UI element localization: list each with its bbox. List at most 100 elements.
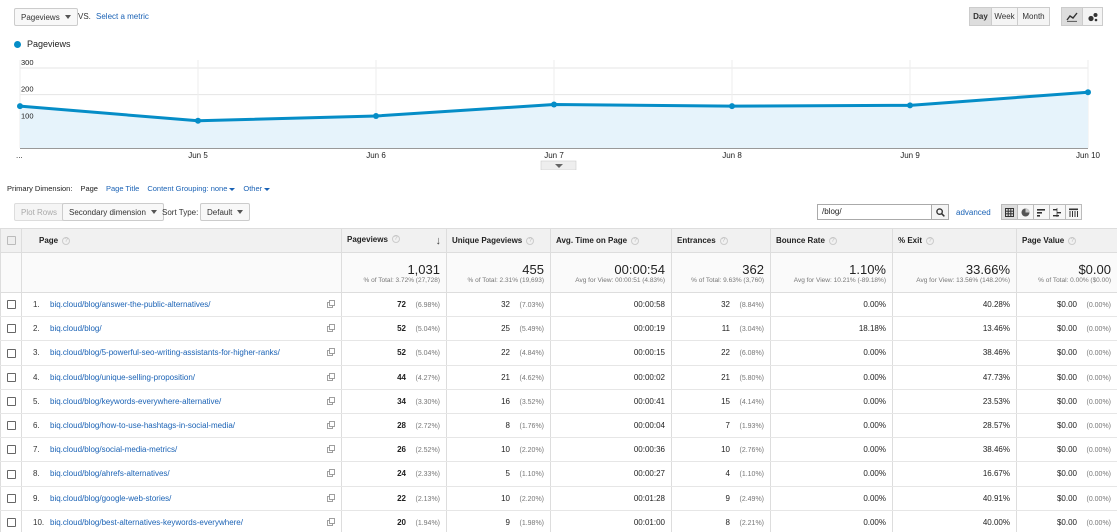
select-all-checkbox[interactable] <box>6 236 16 246</box>
row-checkbox[interactable] <box>6 300 16 310</box>
header-entrances[interactable]: Entrances? <box>671 228 771 253</box>
page-cell: 7. biq.cloud/blog/social-media-metrics/ <box>21 437 342 463</box>
open-external-icon[interactable] <box>327 421 335 429</box>
unique-pageviews-value: 25 <box>501 324 510 334</box>
data-point[interactable] <box>551 101 557 108</box>
chevron-down-icon <box>150 210 157 214</box>
open-external-icon[interactable] <box>327 493 335 502</box>
row-checkbox[interactable] <box>6 324 16 334</box>
unique-pageviews-percent: (1.98%) <box>519 519 544 527</box>
data-point[interactable] <box>1085 89 1091 96</box>
page-url-link[interactable]: biq.cloud/blog/keywords-everywhere-alter… <box>50 396 222 406</box>
dimension-content-grouping[interactable]: Content Grouping: none <box>147 184 236 193</box>
page-url-link[interactable]: biq.cloud/blog/social-media-metrics/ <box>50 445 178 455</box>
open-external-icon[interactable] <box>327 396 335 405</box>
sort-type-select[interactable]: Default <box>200 203 251 221</box>
entrances-cell: 7 (1.93%) <box>671 413 771 439</box>
chart-type-group <box>1061 7 1103 26</box>
page-url-link[interactable]: biq.cloud/blog/ <box>50 324 102 334</box>
page-url-link[interactable]: biq.cloud/blog/how-to-use-hashtags-in-so… <box>50 421 235 431</box>
line-chart-button[interactable] <box>1061 7 1083 26</box>
header-page-value[interactable]: Page Value? <box>1016 228 1117 253</box>
comparison-view-button[interactable] <box>1049 204 1066 220</box>
entrances-cell: 22 (6.08%) <box>671 340 771 366</box>
secondary-dimension-select[interactable]: Secondary dimension <box>62 203 164 221</box>
help-icon[interactable]: ? <box>526 236 535 245</box>
help-icon[interactable]: ? <box>631 236 640 245</box>
entrances-cell: 15 (4.14%) <box>671 389 771 414</box>
row-checkbox-cell <box>0 292 22 318</box>
header-exit[interactable]: % Exit? <box>892 228 1017 253</box>
chart-scroll-handle[interactable] <box>540 160 577 170</box>
entrances-value: 22 <box>721 348 730 358</box>
metric-select[interactable]: Pageviews <box>14 8 78 26</box>
month-button[interactable]: Month <box>1017 7 1050 26</box>
data-point[interactable] <box>195 117 201 124</box>
select-metric-link[interactable]: Select a metric <box>96 12 149 21</box>
open-external-icon[interactable] <box>327 469 335 478</box>
table-view-button[interactable] <box>1001 204 1018 220</box>
search-button[interactable] <box>931 204 949 220</box>
pageviews-cell: 20 (1.94%) <box>341 510 447 532</box>
help-icon[interactable]: ? <box>828 236 837 245</box>
sort-type-value: Default <box>207 207 233 217</box>
table-row: 6. biq.cloud/blog/how-to-use-hashtags-in-… <box>0 413 1117 439</box>
page-url-link[interactable]: biq.cloud/blog/ahrefs-alternatives/ <box>50 469 170 479</box>
data-point[interactable] <box>729 103 735 110</box>
header-pageviews[interactable]: Pageviews? ↓ <box>341 228 447 253</box>
data-point[interactable] <box>373 113 379 119</box>
header-bounce-rate[interactable]: Bounce Rate? <box>770 228 893 253</box>
header-unique-pageviews[interactable]: Unique Pageviews? <box>446 228 551 253</box>
unique-pageviews-percent: (4.62%) <box>519 374 544 382</box>
open-external-icon[interactable] <box>327 348 335 357</box>
dimension-other[interactable]: Other <box>243 184 271 193</box>
page-url-link[interactable]: biq.cloud/blog/unique-selling-propositio… <box>50 372 195 382</box>
data-point[interactable] <box>907 102 913 109</box>
row-checkbox[interactable] <box>6 517 16 527</box>
help-icon[interactable]: ? <box>719 236 728 245</box>
help-icon[interactable]: ? <box>62 236 71 245</box>
advanced-link[interactable]: advanced <box>956 208 991 217</box>
help-icon[interactable]: ? <box>1068 236 1077 245</box>
help-icon[interactable]: ? <box>391 235 400 244</box>
row-checkbox[interactable] <box>6 469 16 479</box>
pie-view-button[interactable] <box>1017 204 1034 220</box>
open-external-icon[interactable] <box>327 300 335 308</box>
open-external-icon[interactable] <box>327 445 335 454</box>
header-avg-time[interactable]: Avg. Time on Page? <box>550 228 672 253</box>
page-value-value: $0.00 <box>1056 348 1077 358</box>
row-checkbox[interactable] <box>6 445 16 455</box>
day-button[interactable]: Day <box>969 7 992 26</box>
row-checkbox[interactable] <box>6 348 16 358</box>
performance-view-button[interactable] <box>1033 204 1050 220</box>
unique-pageviews-cell: 9 (1.98%) <box>446 510 551 532</box>
table-search-input[interactable]: /blog/ × <box>817 204 949 220</box>
page-url-link[interactable]: biq.cloud/blog/5-powerful-seo-writing-as… <box>50 348 280 358</box>
avg-time-cell: 00:01:00 <box>550 510 672 532</box>
open-external-icon[interactable] <box>327 372 335 381</box>
row-checkbox[interactable] <box>6 372 16 382</box>
page-value-value: $0.00 <box>1056 300 1077 310</box>
header-page[interactable]: Page? <box>21 228 342 253</box>
help-icon[interactable]: ? <box>926 236 935 245</box>
open-external-icon[interactable] <box>327 517 335 526</box>
page-value-percent: (0.00%) <box>1086 495 1111 503</box>
page-url-link[interactable]: biq.cloud/blog/google-web-stories/ <box>50 493 172 503</box>
pageviews-percent: (2.33%) <box>415 471 440 479</box>
dimension-page-title[interactable]: Page Title <box>105 184 140 193</box>
row-checkbox[interactable] <box>6 421 16 431</box>
open-external-icon[interactable] <box>327 324 335 333</box>
page-url-link[interactable]: biq.cloud/blog/answer-the-public-alterna… <box>50 300 211 310</box>
header-entrances-label: Entrances <box>677 236 716 245</box>
week-button[interactable]: Week <box>991 7 1018 26</box>
data-point[interactable] <box>17 103 23 110</box>
row-number: 3. <box>33 348 40 358</box>
sort-desc-arrow-icon: ↓ <box>435 234 442 247</box>
row-checkbox[interactable] <box>6 397 16 407</box>
pivot-view-button[interactable] <box>1065 204 1082 220</box>
row-checkbox[interactable] <box>6 493 16 503</box>
motion-chart-button[interactable] <box>1082 7 1103 26</box>
page-url-link[interactable]: biq.cloud/blog/best-alternatives-keyword… <box>50 517 243 527</box>
dimension-page[interactable]: Page <box>80 184 98 193</box>
plot-rows-button[interactable]: Plot Rows <box>14 203 65 221</box>
